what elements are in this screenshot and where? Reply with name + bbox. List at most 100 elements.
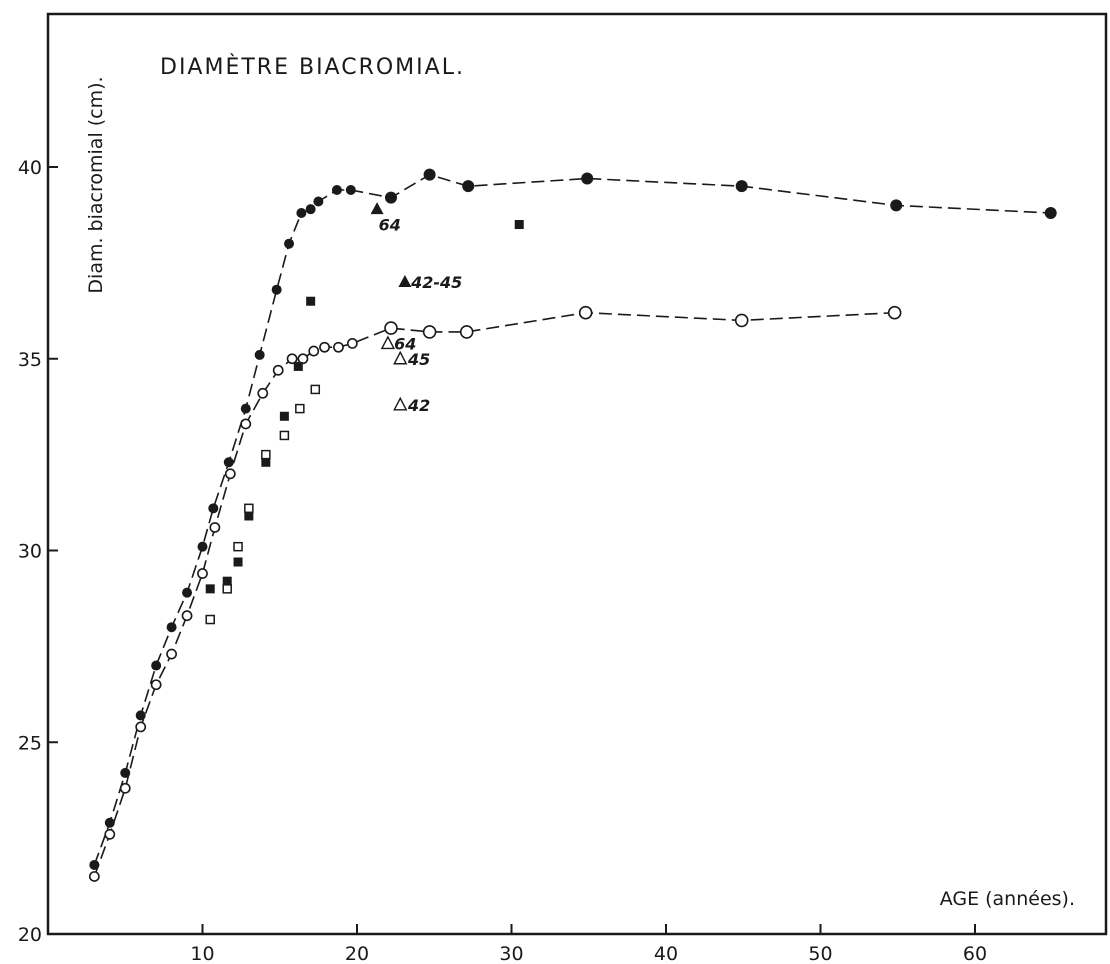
series-0-point-3 xyxy=(135,710,146,721)
series-3-point-0 xyxy=(205,614,215,625)
series-3-point-3 xyxy=(244,503,254,514)
series-0-point-18 xyxy=(345,185,356,196)
series-0-point-7 xyxy=(197,541,208,552)
y-tick-label-30: 30 xyxy=(18,541,42,563)
series-1-point-21 xyxy=(459,325,474,339)
series-2-point-0 xyxy=(205,584,215,594)
series-1-point-12 xyxy=(272,364,284,376)
series-2-point-3 xyxy=(244,511,254,521)
series-1-point-23 xyxy=(734,313,749,328)
x-axis-label: AGE (années). xyxy=(940,888,1075,910)
series-4-point-0 xyxy=(370,202,384,215)
series-1-point-9 xyxy=(224,468,236,480)
chart-title: DIAMÈTRE BIACROMIAL. xyxy=(160,54,465,80)
series-1-point-19 xyxy=(384,321,398,335)
plot-frame xyxy=(46,12,1108,936)
series-0-point-15 xyxy=(305,204,316,215)
data-points xyxy=(88,168,1057,882)
series-0-point-2 xyxy=(120,767,131,778)
series-0-point-21 xyxy=(462,180,475,193)
series-2-point-6 xyxy=(293,361,303,371)
series-0-point-24 xyxy=(890,199,903,212)
y-tick-label-40: 40 xyxy=(18,157,42,179)
series-1-point-0 xyxy=(88,871,100,882)
series-3-point-5 xyxy=(279,430,290,441)
series-0-point-13 xyxy=(284,238,295,249)
series-0-point-5 xyxy=(166,622,177,633)
series-3-point-6 xyxy=(295,403,305,414)
series-1-point-7 xyxy=(197,568,208,579)
series-1-point-20 xyxy=(422,325,437,339)
series-1-point-15 xyxy=(308,345,320,357)
series-0-point-23 xyxy=(735,180,748,193)
annotation-3: 45 xyxy=(407,350,430,369)
series-1-point-1 xyxy=(104,828,116,840)
series-2-point-1 xyxy=(222,576,232,586)
series-1-point-11 xyxy=(257,387,269,399)
series-1-point-10 xyxy=(240,418,252,430)
series-1-point-5 xyxy=(166,648,177,660)
series-3-point-4 xyxy=(261,449,271,460)
series-0-point-14 xyxy=(296,208,307,219)
annotation-0: 64 xyxy=(379,216,401,235)
series-1-point-22 xyxy=(578,305,593,320)
x-tick-label-50: 50 xyxy=(808,943,832,964)
series-0-point-16 xyxy=(313,196,324,207)
series-0-point-25 xyxy=(1044,207,1057,220)
series-4-point-1 xyxy=(398,275,412,288)
series-2-point-7 xyxy=(306,296,316,306)
series-1-point-8 xyxy=(209,522,221,533)
series-0-point-22 xyxy=(581,172,594,185)
x-tick-label-60: 60 xyxy=(963,943,987,964)
annotation-2: 64 xyxy=(394,334,416,353)
series-3-point-7 xyxy=(310,384,321,395)
series-1-point-2 xyxy=(119,782,131,794)
series-1-point-16 xyxy=(319,341,330,353)
series-lines xyxy=(93,173,1051,877)
y-axis-label: Diam. biacromial (cm). xyxy=(85,76,107,293)
x-tick-label-20: 20 xyxy=(345,943,369,964)
series-0-point-11 xyxy=(254,349,265,360)
series-1-line xyxy=(93,311,895,877)
series-1-point-13 xyxy=(286,353,298,365)
series-0-point-8 xyxy=(208,503,219,514)
series-2-point-5 xyxy=(279,411,289,421)
series-1-point-3 xyxy=(135,721,147,733)
x-tick-label-30: 30 xyxy=(499,943,523,964)
annotation-1: 42-45 xyxy=(410,273,462,292)
series-3-point-2 xyxy=(233,541,243,552)
series-0-point-4 xyxy=(151,660,162,671)
y-tick-label-35: 35 xyxy=(18,349,42,371)
y-tick-label-25: 25 xyxy=(18,732,42,754)
series-1-point-6 xyxy=(181,610,193,622)
series-5-point-0 xyxy=(380,335,396,350)
x-tick-label-40: 40 xyxy=(654,943,678,964)
series-0-point-1 xyxy=(104,817,115,828)
series-0-point-19 xyxy=(384,191,397,204)
series-1-point-17 xyxy=(333,341,344,353)
series-5-point-2 xyxy=(393,396,408,411)
series-2-point-4 xyxy=(261,457,271,467)
series-5-point-1 xyxy=(393,350,408,365)
series-0-point-20 xyxy=(423,168,436,181)
series-1-point-18 xyxy=(346,338,358,349)
series-0-point-10 xyxy=(240,403,251,414)
axis-ticks: 10 20 30 40 50 60 20 25 30 35 40 xyxy=(18,157,987,964)
series-0-point-17 xyxy=(331,185,342,196)
x-tick-label-10: 10 xyxy=(190,943,214,964)
y-tick-label-20: 20 xyxy=(18,924,42,946)
series-0-point-12 xyxy=(271,284,282,295)
series-2-point-2 xyxy=(233,557,243,567)
series-1-point-24 xyxy=(887,305,902,320)
series-0-line xyxy=(93,173,1051,866)
series-0-point-9 xyxy=(223,457,234,468)
series-2-point-8 xyxy=(514,220,524,230)
series-1-point-14 xyxy=(297,353,309,365)
series-0-point-0 xyxy=(89,859,100,870)
series-0-point-6 xyxy=(182,587,193,598)
series-1-point-4 xyxy=(150,679,162,691)
annotation-4: 42 xyxy=(407,396,430,415)
series-3-point-1 xyxy=(222,584,232,594)
